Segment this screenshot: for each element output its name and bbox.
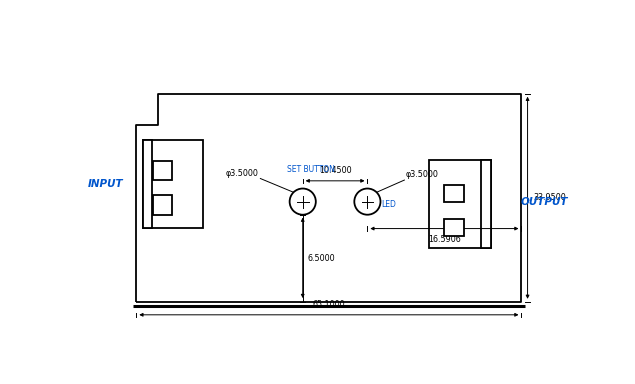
Text: φ3.5000: φ3.5000 — [226, 169, 259, 178]
Bar — [429, 160, 491, 248]
Bar — [143, 140, 152, 228]
Bar — [143, 140, 203, 228]
Text: LED: LED — [381, 200, 396, 209]
Text: 10.4500: 10.4500 — [319, 166, 351, 175]
Text: OUTPUT: OUTPUT — [521, 197, 568, 207]
Bar — [444, 218, 464, 235]
Text: SET BUTTON: SET BUTTON — [287, 165, 335, 174]
Bar — [444, 185, 464, 202]
Text: 65.1000: 65.1000 — [312, 300, 345, 310]
Bar — [152, 195, 172, 215]
Text: INPUT: INPUT — [88, 179, 123, 189]
Bar — [481, 160, 491, 248]
Text: 6.5000: 6.5000 — [307, 254, 335, 263]
Text: 33.9500: 33.9500 — [533, 193, 566, 202]
Bar — [152, 161, 172, 180]
Text: 16.5906: 16.5906 — [428, 235, 461, 245]
Text: φ3.5000: φ3.5000 — [406, 170, 439, 179]
